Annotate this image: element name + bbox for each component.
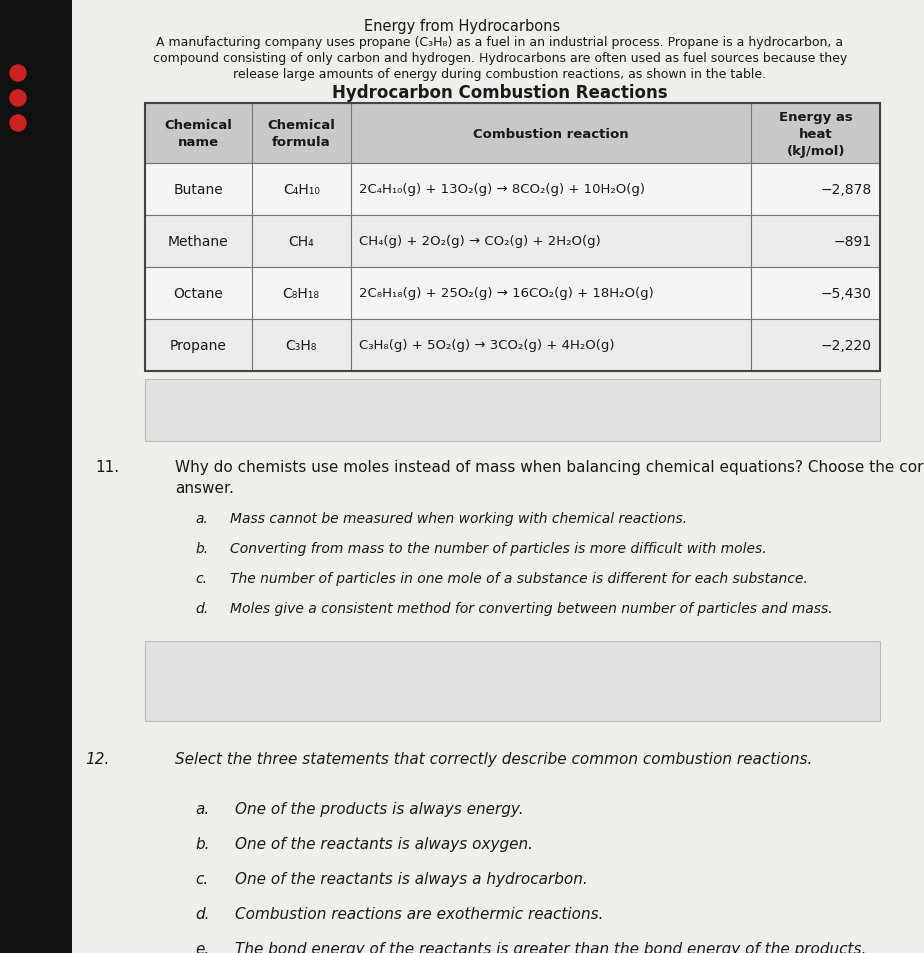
Text: C₃H₈(g) + 5O₂(g) → 3CO₂(g) + 4H₂O(g): C₃H₈(g) + 5O₂(g) → 3CO₂(g) + 4H₂O(g) [359, 339, 614, 352]
Text: Methane: Methane [168, 234, 228, 249]
Bar [351, 164, 751, 215]
Bar [251, 164, 351, 215]
Bar [251, 319, 351, 372]
Text: c.: c. [195, 572, 207, 585]
Text: −891: −891 [833, 234, 872, 249]
Text: a.: a. [195, 512, 208, 525]
Text: Energy from Hydrocarbons: Energy from Hydrocarbons [364, 19, 560, 34]
Bar [145, 104, 880, 372]
Text: 12.: 12. [85, 751, 109, 766]
Text: Energy as
heat
(kJ/mol): Energy as heat (kJ/mol) [779, 111, 853, 157]
Bar [351, 104, 751, 164]
Text: One of the reactants is always a hydrocarbon.: One of the reactants is always a hydroca… [235, 871, 588, 886]
Bar [145, 104, 251, 164]
Circle shape [10, 91, 26, 107]
Text: 2C₄H₁₀(g) + 13O₂(g) → 8CO₂(g) + 10H₂O(g): 2C₄H₁₀(g) + 13O₂(g) → 8CO₂(g) + 10H₂O(g) [359, 183, 645, 196]
Text: c.: c. [195, 871, 208, 886]
Bar [145, 164, 251, 215]
Text: compound consisting of only carbon and hydrogen. Hydrocarbons are often used as : compound consisting of only carbon and h… [152, 52, 847, 65]
Bar [351, 215, 751, 268]
Bar [251, 104, 351, 164]
Text: One of the products is always energy.: One of the products is always energy. [235, 801, 524, 816]
Text: CH₄: CH₄ [288, 234, 314, 249]
Bar [751, 215, 880, 268]
Bar [145, 215, 251, 268]
Text: a.: a. [195, 801, 209, 816]
Text: Chemical
formula: Chemical formula [267, 119, 335, 149]
Bar [145, 379, 880, 441]
Text: b.: b. [195, 541, 208, 556]
Text: Hydrocarbon Combustion Reactions: Hydrocarbon Combustion Reactions [333, 84, 668, 102]
Bar [145, 268, 251, 319]
Text: Propane: Propane [170, 338, 226, 353]
Text: C₃H₈: C₃H₈ [286, 338, 317, 353]
Circle shape [10, 116, 26, 132]
Text: Octane: Octane [174, 287, 224, 301]
Text: Chemical
name: Chemical name [164, 119, 232, 149]
Text: d.: d. [195, 906, 210, 921]
Bar [251, 268, 351, 319]
Text: 2C₈H₁₈(g) + 25O₂(g) → 16CO₂(g) + 18H₂O(g): 2C₈H₁₈(g) + 25O₂(g) → 16CO₂(g) + 18H₂O(g… [359, 287, 653, 300]
Text: e.: e. [195, 941, 209, 953]
Circle shape [10, 66, 26, 82]
Text: d.: d. [195, 601, 208, 616]
Text: C₈H₁₈: C₈H₁₈ [283, 287, 320, 301]
Text: −2,878: −2,878 [821, 183, 872, 196]
Text: Combustion reaction: Combustion reaction [473, 128, 629, 140]
Text: b.: b. [195, 836, 210, 851]
Text: Mass cannot be measured when working with chemical reactions.: Mass cannot be measured when working wit… [230, 512, 687, 525]
Bar [351, 268, 751, 319]
Text: C₄H₁₀: C₄H₁₀ [283, 183, 320, 196]
Bar [751, 268, 880, 319]
Text: −2,220: −2,220 [821, 338, 872, 353]
Text: Converting from mass to the number of particles is more difficult with moles.: Converting from mass to the number of pa… [230, 541, 767, 556]
Text: Why do chemists use moles instead of mass when balancing chemical equations? Cho: Why do chemists use moles instead of mas… [175, 459, 924, 496]
Bar [351, 319, 751, 372]
Bar [751, 319, 880, 372]
Text: Select the three statements that correctly describe common combustion reactions.: Select the three statements that correct… [175, 751, 812, 766]
Bar [751, 104, 880, 164]
Text: The bond energy of the reactants is greater than the bond energy of the products: The bond energy of the reactants is grea… [235, 941, 867, 953]
Bar [145, 319, 251, 372]
Text: release large amounts of energy during combustion reactions, as shown in the tab: release large amounts of energy during c… [234, 68, 767, 81]
Bar [251, 215, 351, 268]
Text: Butane: Butane [174, 183, 224, 196]
Bar [751, 164, 880, 215]
Text: −5,430: −5,430 [821, 287, 872, 301]
Text: Combustion reactions are exothermic reactions.: Combustion reactions are exothermic reac… [235, 906, 603, 921]
Bar [0, 0, 72, 953]
Text: The number of particles in one mole of a substance is different for each substan: The number of particles in one mole of a… [230, 572, 808, 585]
Text: Moles give a consistent method for converting between number of particles and ma: Moles give a consistent method for conve… [230, 601, 833, 616]
Text: CH₄(g) + 2O₂(g) → CO₂(g) + 2H₂O(g): CH₄(g) + 2O₂(g) → CO₂(g) + 2H₂O(g) [359, 235, 601, 248]
Text: One of the reactants is always oxygen.: One of the reactants is always oxygen. [235, 836, 533, 851]
Text: A manufacturing company uses propane (C₃H₈) as a fuel in an industrial process. : A manufacturing company uses propane (C₃… [156, 36, 844, 49]
Bar [145, 641, 880, 721]
Text: 11.: 11. [95, 459, 119, 475]
